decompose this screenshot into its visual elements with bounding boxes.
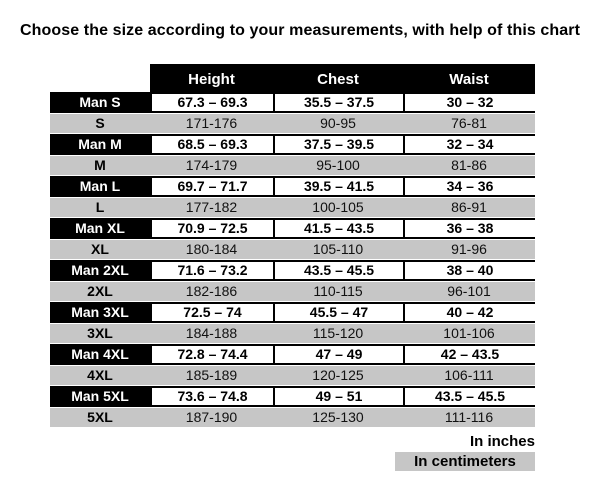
waist-cell: 96-101: [447, 283, 491, 299]
size-label: L: [95, 199, 105, 215]
size-label: 4XL: [87, 367, 113, 383]
height-cell: 71.6 – 73.2: [152, 262, 273, 279]
size-label: 3XL: [87, 325, 113, 341]
height-cell: 67.3 – 69.3: [152, 94, 273, 111]
waist-cell: 76-81: [451, 115, 487, 131]
height-cell: 72.5 – 74: [152, 304, 273, 321]
height-cell: 72.8 – 74.4: [152, 346, 273, 363]
waist-cell: 40 – 42: [405, 304, 535, 321]
chest-cell: 43.5 – 45.5: [275, 262, 403, 279]
chest-cell: 95-100: [316, 157, 360, 173]
chest-cell: 39.5 – 41.5: [275, 178, 403, 195]
table-row-centimeters: 3XL 184-188 115-120 101-106: [50, 324, 535, 343]
column-header-height: Height: [188, 70, 235, 88]
waist-cell: 106-111: [444, 367, 494, 383]
waist-cell: 101-106: [443, 325, 495, 341]
height-cell: 171-176: [185, 115, 238, 131]
column-header-chest: Chest: [317, 70, 359, 88]
waist-cell: 111-116: [444, 409, 494, 425]
chest-cell: 120-125: [312, 367, 364, 383]
size-label: Man 3XL: [50, 304, 150, 321]
chest-cell: 49 – 51: [275, 388, 403, 405]
size-label: Man M: [50, 136, 150, 153]
size-label: 5XL: [87, 409, 113, 425]
waist-cell: 91-96: [451, 241, 487, 257]
size-label: Man S: [50, 94, 150, 111]
chest-cell: 90-95: [320, 115, 356, 131]
table-row-centimeters: L 177-182 100-105 86-91: [50, 198, 535, 217]
height-cell: 177-182: [185, 199, 238, 215]
table-row-centimeters: XL 180-184 105-110 91-96: [50, 240, 535, 259]
table-row-inches: Man 4XL 72.8 – 74.4 47 – 49 42 – 43.5: [50, 344, 535, 365]
chest-cell: 41.5 – 43.5: [275, 220, 403, 237]
height-cell: 182-186: [185, 283, 238, 299]
waist-cell: 42 – 43.5: [405, 346, 535, 363]
height-cell: 73.6 – 74.8: [152, 388, 273, 405]
chest-cell: 115-120: [312, 325, 364, 341]
chest-cell: 45.5 – 47: [275, 304, 403, 321]
table-row-inches: Man M 68.5 – 69.3 37.5 – 39.5 32 – 34: [50, 134, 535, 155]
chest-cell: 125-130: [312, 409, 364, 425]
page-title: Choose the size according to your measur…: [19, 22, 581, 39]
table-row-centimeters: 2XL 182-186 110-115 96-101: [50, 282, 535, 301]
size-label: Man L: [50, 178, 150, 195]
table-row-inches: Man L 69.7 – 71.7 39.5 – 41.5 34 – 36: [50, 176, 535, 197]
table-row-centimeters: 4XL 185-189 120-125 106-111: [50, 366, 535, 385]
height-cell: 70.9 – 72.5: [152, 220, 273, 237]
size-label: Man 4XL: [50, 346, 150, 363]
column-header-waist: Waist: [449, 70, 489, 88]
height-cell: 68.5 – 69.3: [152, 136, 273, 153]
size-label: M: [94, 157, 106, 173]
waist-cell: 32 – 34: [405, 136, 535, 153]
table-row-centimeters: 5XL 187-190 125-130 111-116: [50, 408, 535, 427]
height-cell: 69.7 – 71.7: [152, 178, 273, 195]
size-label: Man 5XL: [50, 388, 150, 405]
waist-cell: 81-86: [451, 157, 487, 173]
size-label: Man XL: [50, 220, 150, 237]
size-label: 2XL: [87, 283, 113, 299]
table-row-inches: Man 5XL 73.6 – 74.8 49 – 51 43.5 – 45.5: [50, 386, 535, 407]
waist-cell: 30 – 32: [405, 94, 535, 111]
size-label: Man 2XL: [50, 262, 150, 279]
waist-cell: 38 – 40: [405, 262, 535, 279]
height-cell: 180-184: [185, 241, 238, 257]
waist-cell: 36 – 38: [405, 220, 535, 237]
size-label: S: [95, 115, 105, 131]
height-cell: 185-189: [185, 367, 238, 383]
size-label: XL: [91, 241, 109, 257]
chest-cell: 47 – 49: [275, 346, 403, 363]
table-row-inches: Man 3XL 72.5 – 74 45.5 – 47 40 – 42: [50, 302, 535, 323]
size-table: Height Chest Waist Man S 67.3 – 69.3 35.5 …: [50, 64, 535, 428]
waist-cell: 43.5 – 45.5: [405, 388, 535, 405]
height-cell: 184-188: [185, 325, 238, 341]
waist-cell: 86-91: [451, 199, 487, 215]
table-row-inches: Man 2XL 71.6 – 73.2 43.5 – 45.5 38 – 40: [50, 260, 535, 281]
height-cell: 174-179: [185, 157, 238, 173]
legend-in-centimeters: In centimeters: [395, 452, 535, 471]
chest-cell: 105-110: [312, 241, 364, 257]
height-cell: 187-190: [185, 409, 238, 425]
table-header-row: Height Chest Waist: [150, 64, 535, 92]
waist-cell: 34 – 36: [405, 178, 535, 195]
table-row-inches: Man S 67.3 – 69.3 35.5 – 37.5 30 – 32: [50, 92, 535, 113]
table-row-centimeters: M 174-179 95-100 81-86: [50, 156, 535, 175]
chest-cell: 37.5 – 39.5: [275, 136, 403, 153]
chest-cell: 35.5 – 37.5: [275, 94, 403, 111]
table-body: Man S 67.3 – 69.3 35.5 – 37.5 30 – 32 S 171-1…: [50, 92, 535, 427]
table-row-inches: Man XL 70.9 – 72.5 41.5 – 43.5 36 – 38: [50, 218, 535, 239]
chest-cell: 100-105: [312, 199, 364, 215]
table-row-centimeters: S 171-176 90-95 76-81: [50, 114, 535, 133]
chest-cell: 110-115: [313, 283, 363, 299]
legend-in-inches: In inches: [469, 433, 535, 450]
